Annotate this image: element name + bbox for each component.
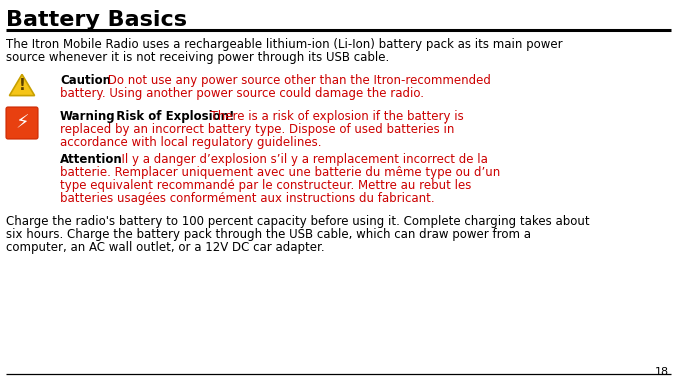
Polygon shape: [9, 74, 35, 96]
Text: batteries usagées conformément aux instructions du fabricant.: batteries usagées conformément aux instr…: [60, 192, 435, 205]
Text: source whenever it is not receiving power through its USB cable.: source whenever it is not receiving powe…: [6, 51, 389, 64]
Text: type equivalent recommandé par le constructeur. Mettre au rebut les: type equivalent recommandé par le constr…: [60, 179, 471, 192]
Text: Risk of Explosion!: Risk of Explosion!: [108, 110, 234, 123]
Text: 18: 18: [655, 367, 669, 377]
Text: batterie. Remplacer uniquement avec une batterie du même type ou d’un: batterie. Remplacer uniquement avec une …: [60, 166, 500, 179]
Text: Warning: Warning: [60, 110, 116, 123]
Text: computer, an AC wall outlet, or a 12V DC car adapter.: computer, an AC wall outlet, or a 12V DC…: [6, 241, 325, 254]
Text: replaced by an incorrect battery type. Dispose of used batteries in: replaced by an incorrect battery type. D…: [60, 123, 454, 136]
Text: Battery Basics: Battery Basics: [6, 10, 187, 30]
Text: There is a risk of explosion if the battery is: There is a risk of explosion if the batt…: [203, 110, 464, 123]
Text: Do not use any power source other than the Itron-recommended: Do not use any power source other than t…: [104, 74, 491, 87]
Text: !: !: [18, 79, 26, 94]
FancyBboxPatch shape: [6, 107, 38, 139]
Text: Charge the radio's battery to 100 percent capacity before using it. Complete cha: Charge the radio's battery to 100 percen…: [6, 215, 590, 228]
Text: Attention: Attention: [60, 153, 123, 166]
Text: Caution: Caution: [60, 74, 111, 87]
Text: ⚡: ⚡: [15, 113, 29, 132]
Text: battery. Using another power source could damage the radio.: battery. Using another power source coul…: [60, 87, 424, 100]
Text: accordance with local regulatory guidelines.: accordance with local regulatory guideli…: [60, 136, 322, 149]
Text: six hours. Charge the battery pack through the USB cable, which can draw power f: six hours. Charge the battery pack throu…: [6, 228, 531, 241]
Text: The Itron Mobile Radio uses a rechargeable lithium-ion (Li-Ion) battery pack as : The Itron Mobile Radio uses a rechargeab…: [6, 38, 563, 51]
Text: Il y a danger d’explosion s’il y a remplacement incorrect de la: Il y a danger d’explosion s’il y a rempl…: [114, 153, 488, 166]
